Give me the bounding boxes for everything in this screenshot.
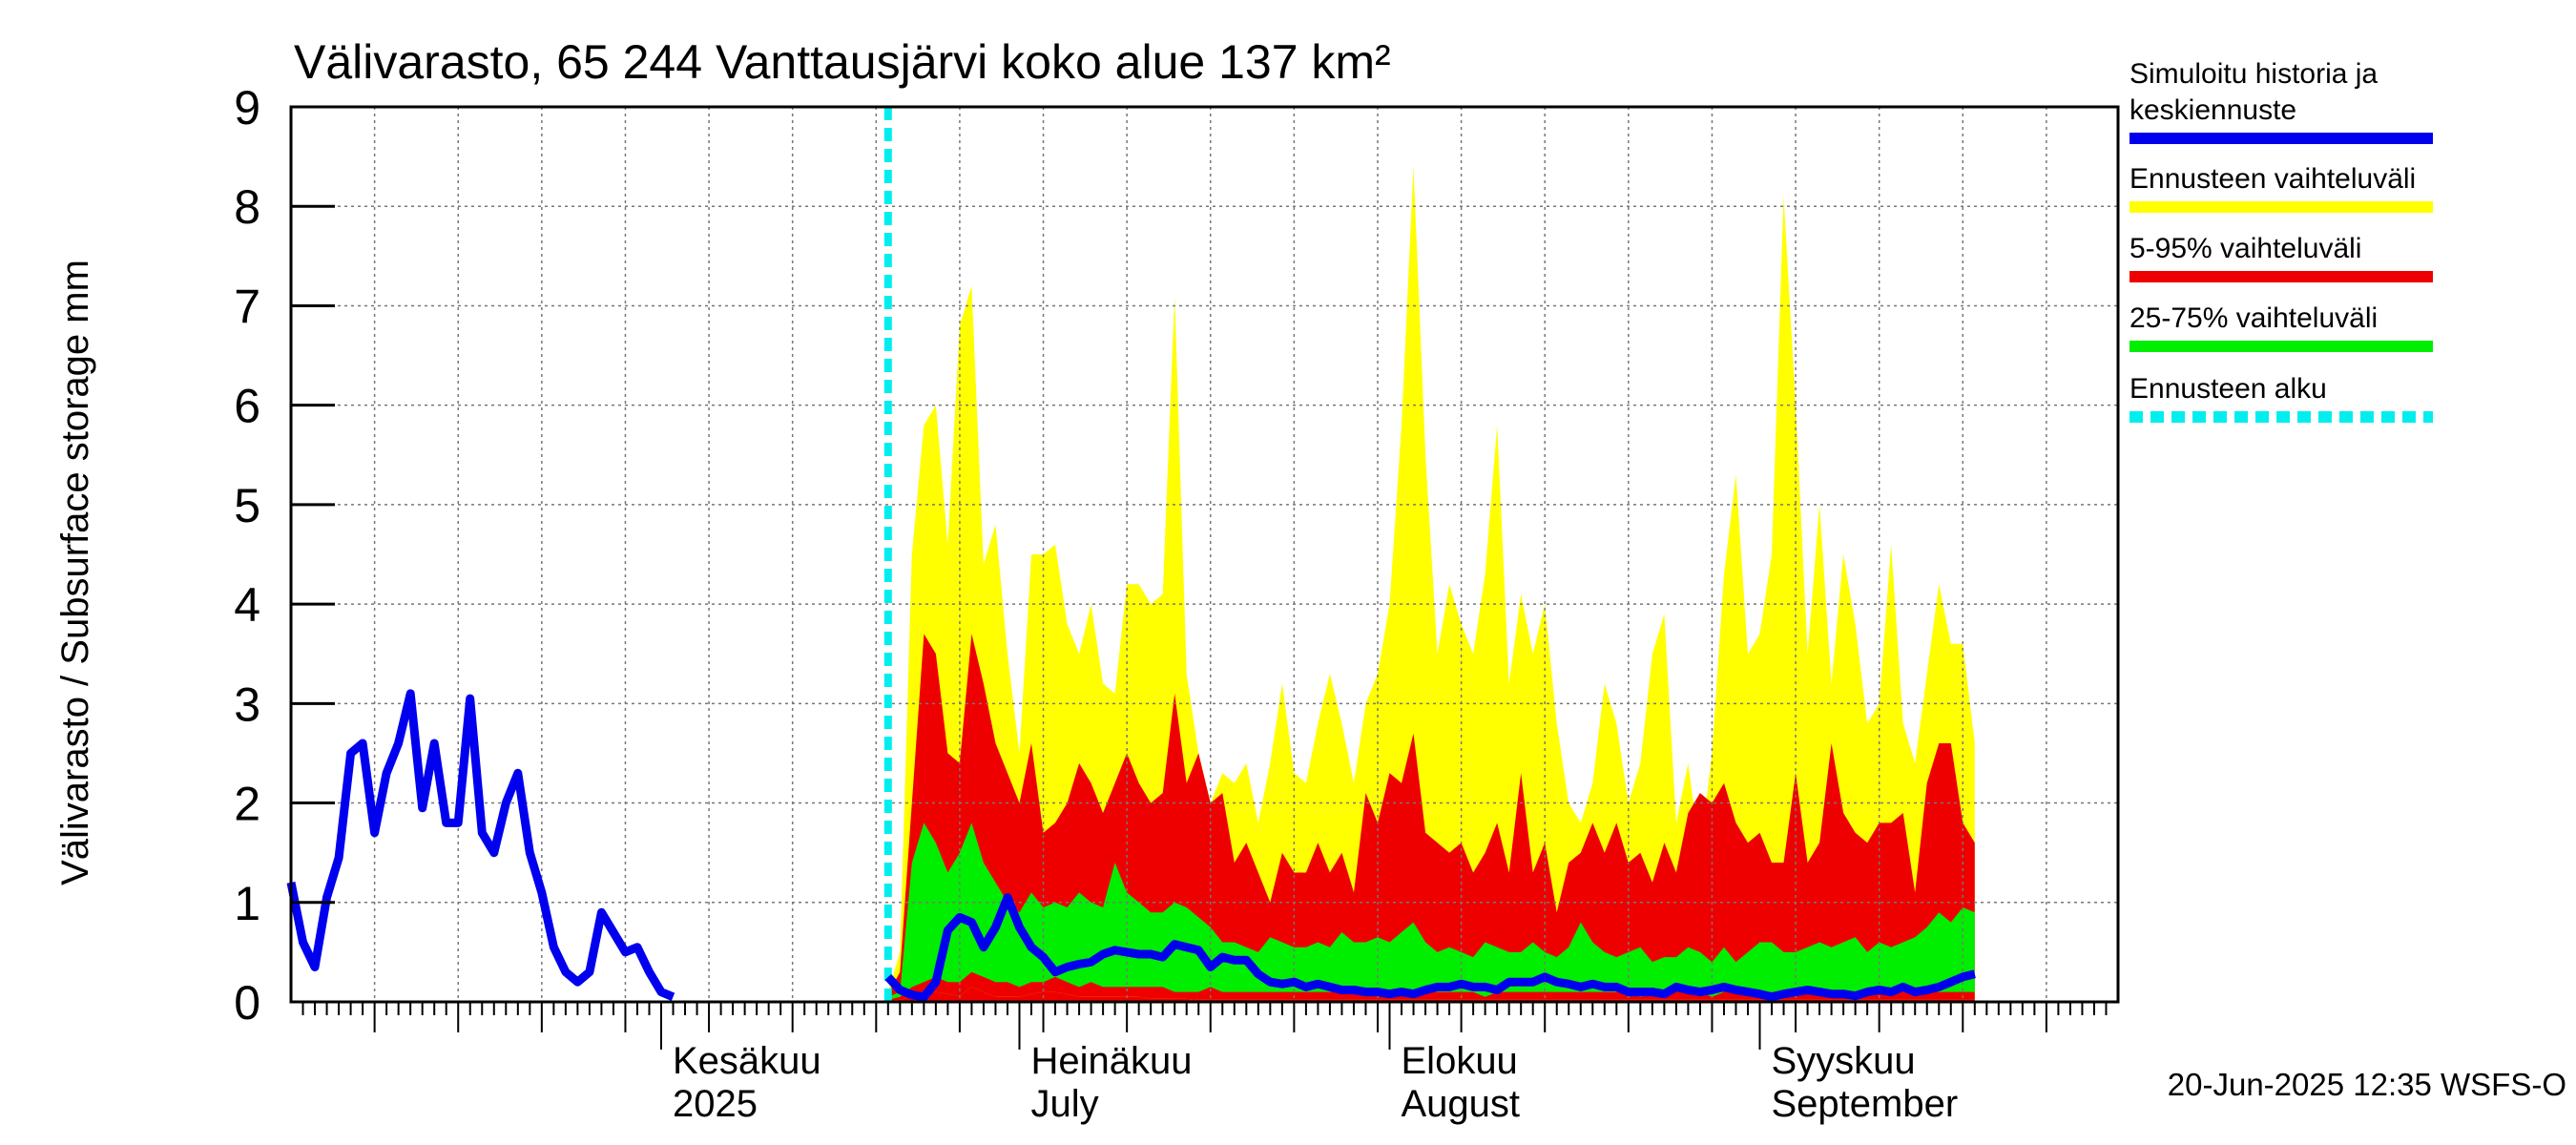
legend-label: keskiennuste [2129, 94, 2296, 126]
mean-forecast-line [884, 893, 1976, 1002]
legend-label: Ennusteen alku [2129, 373, 2327, 405]
legend-label: Ennusteen vaihteluväli [2129, 163, 2416, 195]
y-tick-label: 3 [234, 677, 260, 731]
y-tick-label: 2 [234, 778, 260, 831]
month-label: Elokuu [1402, 1040, 1518, 1082]
history-line [286, 689, 675, 1001]
month-label-en: 2025 [673, 1083, 758, 1125]
y-tick-label: 9 [234, 81, 260, 135]
timestamp-footer: 20-Jun-2025 12:35 WSFS-O [2168, 1067, 2566, 1102]
y-axis-label: Välivarasto / Subsurface storage mm [54, 260, 96, 885]
plot-frame [289, 105, 2120, 1004]
y-tick-label: 4 [234, 578, 260, 632]
legend: Simuloitu historia ja keskiennuste Ennuste… [2129, 58, 2433, 423]
month-label: Syyskuu [1772, 1040, 1916, 1082]
y-tick-label: 0 [234, 976, 260, 1030]
y-tick-label: 1 [234, 877, 260, 930]
y-tick-label: 8 [234, 180, 260, 234]
legend-label: 5-95% vaihteluväli [2129, 233, 2361, 264]
month-label-en: September [1772, 1083, 1959, 1125]
y-tick-label: 5 [234, 479, 260, 532]
series-lines [286, 107, 1976, 1002]
legend-label: 25-75% vaihteluväli [2129, 302, 2378, 334]
band-forecast-range [887, 166, 1975, 1002]
band-5-95 [887, 634, 1975, 1001]
month-label: Kesäkuu [673, 1040, 821, 1082]
month-label: Heinäkuu [1030, 1040, 1192, 1082]
chart-title: Välivarasto, 65 244 Vanttausjärvi koko a… [294, 35, 1391, 89]
axes [289, 105, 2120, 1050]
month-label-en: August [1402, 1083, 1521, 1125]
y-tick-label: 6 [234, 380, 260, 433]
y-tick-label: 7 [234, 280, 260, 333]
legend-label: Simuloitu historia ja [2129, 58, 2378, 90]
month-label-en: July [1030, 1083, 1098, 1125]
grid-lines [291, 106, 2118, 1002]
band-below-5 [887, 987, 1975, 1002]
